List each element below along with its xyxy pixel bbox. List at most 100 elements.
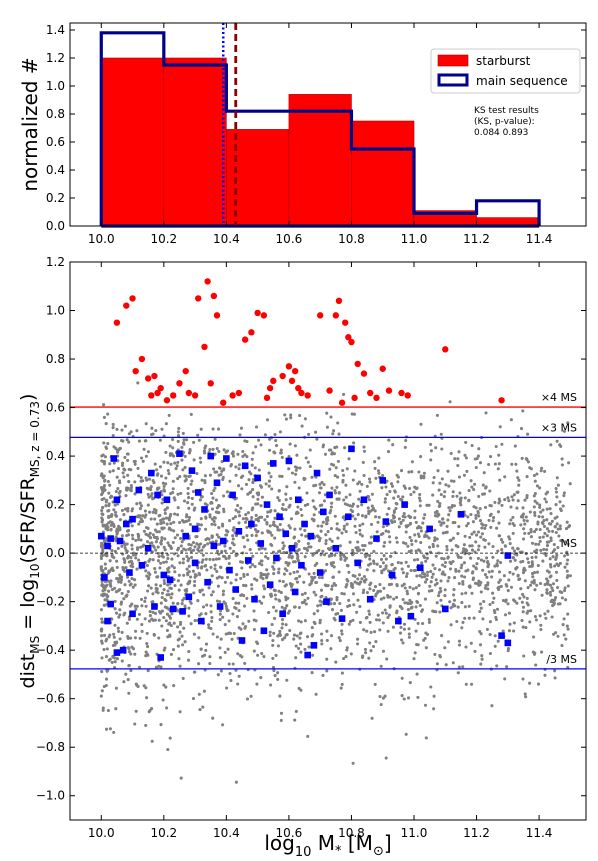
field-galaxy-point bbox=[231, 612, 235, 616]
field-galaxy-point bbox=[429, 442, 433, 446]
field-galaxy-point bbox=[287, 609, 292, 613]
field-galaxy-point bbox=[274, 609, 278, 613]
field-galaxy-point bbox=[469, 641, 473, 645]
field-galaxy-point bbox=[244, 482, 249, 486]
field-galaxy-point bbox=[320, 632, 324, 636]
field-galaxy-point bbox=[165, 506, 170, 510]
field-galaxy-point bbox=[224, 529, 229, 533]
field-galaxy-point bbox=[135, 567, 139, 571]
field-galaxy-point bbox=[410, 600, 414, 604]
field-galaxy-point bbox=[174, 467, 178, 471]
field-galaxy-point bbox=[99, 544, 103, 548]
field-galaxy-point bbox=[483, 545, 487, 549]
field-galaxy-point bbox=[491, 600, 495, 605]
field-galaxy-point bbox=[288, 553, 292, 557]
field-galaxy-point bbox=[212, 516, 216, 520]
field-galaxy-point bbox=[131, 553, 135, 557]
field-galaxy-point bbox=[116, 589, 120, 593]
field-galaxy-point bbox=[490, 569, 494, 573]
field-galaxy-point bbox=[554, 486, 558, 491]
field-galaxy-point bbox=[405, 589, 409, 593]
field-galaxy-point bbox=[428, 545, 432, 549]
field-galaxy-point bbox=[99, 565, 103, 569]
field-galaxy-point bbox=[532, 578, 536, 582]
starburst-point bbox=[144, 375, 152, 382]
field-galaxy-point bbox=[401, 597, 405, 602]
field-galaxy-point bbox=[231, 516, 235, 521]
field-galaxy-point bbox=[237, 521, 241, 525]
field-galaxy-point bbox=[203, 543, 207, 547]
field-galaxy-point bbox=[144, 476, 148, 480]
field-galaxy-point bbox=[514, 552, 518, 556]
field-galaxy-point bbox=[145, 486, 149, 490]
field-galaxy-point bbox=[287, 505, 291, 509]
field-galaxy-point bbox=[116, 502, 120, 506]
field-galaxy-point bbox=[558, 500, 562, 504]
histogram-y-tick-label: 1.0 bbox=[46, 79, 65, 93]
field-galaxy-point bbox=[442, 521, 446, 525]
field-galaxy-point bbox=[133, 652, 137, 656]
field-galaxy-point bbox=[529, 583, 533, 587]
field-galaxy-point bbox=[373, 466, 377, 470]
field-galaxy-point bbox=[345, 646, 349, 650]
field-galaxy-point bbox=[300, 513, 304, 517]
field-galaxy-point bbox=[324, 533, 328, 537]
field-galaxy-point bbox=[538, 614, 542, 618]
field-galaxy-point bbox=[176, 579, 180, 583]
field-galaxy-point bbox=[534, 542, 538, 546]
main-sequence-point bbox=[176, 450, 183, 457]
field-galaxy-point bbox=[374, 515, 378, 519]
field-galaxy-point bbox=[126, 509, 130, 513]
field-galaxy-point bbox=[204, 444, 208, 448]
field-galaxy-point bbox=[123, 569, 127, 573]
field-galaxy-point bbox=[549, 512, 553, 516]
field-galaxy-point bbox=[224, 602, 228, 606]
field-galaxy-point bbox=[543, 531, 547, 535]
field-galaxy-point bbox=[372, 559, 376, 563]
main-sequence-point bbox=[285, 457, 293, 465]
field-galaxy-point bbox=[381, 525, 385, 529]
field-galaxy-point bbox=[443, 588, 447, 592]
field-galaxy-point bbox=[102, 633, 107, 637]
field-galaxy-point bbox=[491, 544, 495, 549]
field-galaxy-point bbox=[535, 583, 539, 587]
field-galaxy-point bbox=[228, 671, 232, 676]
field-galaxy-point bbox=[519, 587, 523, 591]
field-galaxy-point bbox=[134, 629, 138, 633]
field-galaxy-point bbox=[432, 475, 436, 480]
field-galaxy-point bbox=[535, 570, 540, 574]
field-galaxy-point bbox=[504, 599, 508, 603]
field-galaxy-point bbox=[440, 556, 444, 560]
field-galaxy-point bbox=[362, 445, 366, 449]
field-galaxy-point bbox=[302, 580, 306, 584]
field-galaxy-point bbox=[279, 448, 283, 452]
field-galaxy-point bbox=[451, 661, 455, 665]
field-galaxy-point bbox=[177, 426, 181, 430]
main-sequence-point bbox=[441, 605, 449, 613]
field-galaxy-point bbox=[316, 604, 320, 608]
field-galaxy-point bbox=[448, 600, 452, 604]
field-galaxy-point bbox=[319, 595, 323, 599]
field-galaxy-point bbox=[298, 527, 302, 531]
field-galaxy-point bbox=[217, 504, 221, 508]
field-galaxy-point bbox=[148, 614, 152, 618]
field-galaxy-point bbox=[242, 604, 247, 608]
field-galaxy-point bbox=[165, 606, 169, 610]
field-galaxy-point bbox=[463, 496, 467, 500]
field-galaxy-point bbox=[330, 587, 334, 591]
field-galaxy-point bbox=[333, 491, 338, 495]
field-galaxy-point bbox=[210, 491, 214, 496]
field-galaxy-point bbox=[221, 554, 225, 558]
field-galaxy-point bbox=[126, 634, 130, 639]
field-galaxy-point bbox=[153, 517, 157, 521]
field-galaxy-point bbox=[284, 595, 288, 599]
field-galaxy-point bbox=[126, 646, 130, 650]
field-galaxy-point bbox=[337, 528, 341, 532]
field-galaxy-point bbox=[295, 466, 299, 470]
field-galaxy-point bbox=[242, 574, 246, 578]
field-galaxy-point bbox=[109, 523, 113, 527]
field-galaxy-point bbox=[169, 652, 173, 656]
scatter-y-label-part: dist bbox=[17, 654, 39, 689]
field-galaxy-point bbox=[502, 574, 506, 578]
